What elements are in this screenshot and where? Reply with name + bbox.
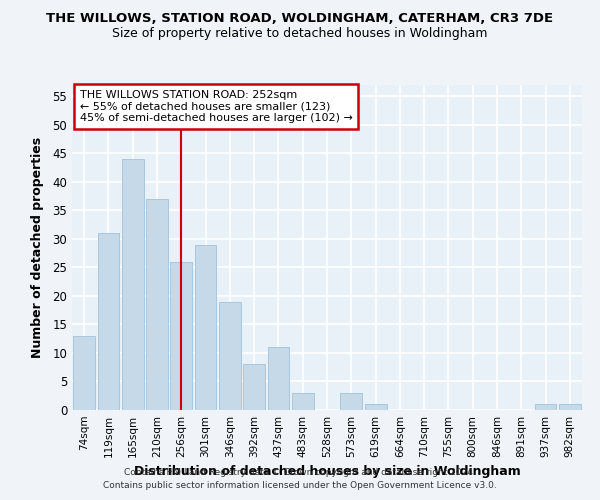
X-axis label: Distribution of detached houses by size in Woldingham: Distribution of detached houses by size … — [134, 466, 520, 478]
Y-axis label: Number of detached properties: Number of detached properties — [31, 137, 44, 358]
Bar — [122, 159, 143, 410]
Bar — [97, 233, 119, 410]
Text: Size of property relative to detached houses in Woldingham: Size of property relative to detached ho… — [112, 28, 488, 40]
Bar — [170, 262, 192, 410]
Bar — [268, 348, 289, 410]
Bar — [535, 404, 556, 410]
Text: Contains public sector information licensed under the Open Government Licence v3: Contains public sector information licen… — [103, 480, 497, 490]
Bar — [559, 404, 581, 410]
Bar — [340, 393, 362, 410]
Text: THE WILLOWS, STATION ROAD, WOLDINGHAM, CATERHAM, CR3 7DE: THE WILLOWS, STATION ROAD, WOLDINGHAM, C… — [46, 12, 554, 26]
Bar — [243, 364, 265, 410]
Bar — [219, 302, 241, 410]
Bar — [73, 336, 95, 410]
Bar — [146, 199, 168, 410]
Bar — [292, 393, 314, 410]
Text: Contains HM Land Registry data © Crown copyright and database right 2024.: Contains HM Land Registry data © Crown c… — [124, 468, 476, 477]
Text: THE WILLOWS STATION ROAD: 252sqm
← 55% of detached houses are smaller (123)
45% : THE WILLOWS STATION ROAD: 252sqm ← 55% o… — [80, 90, 353, 123]
Bar — [365, 404, 386, 410]
Bar — [194, 244, 217, 410]
